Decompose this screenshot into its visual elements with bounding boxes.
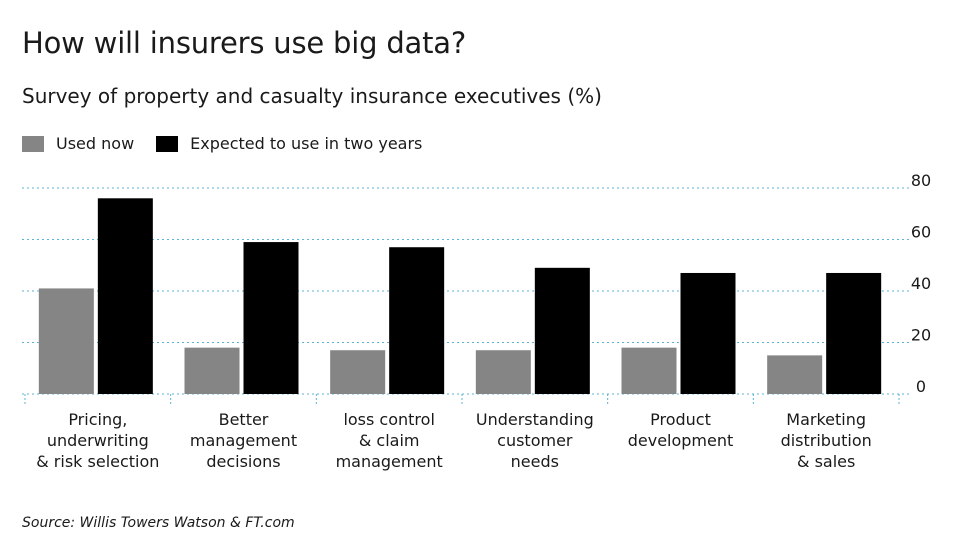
legend: Used now Expected to use in two years	[22, 134, 444, 153]
x-category-label: Pricing, underwriting & risk selection	[36, 410, 159, 471]
legend-swatch-used-now	[22, 135, 44, 152]
x-category-label-line: Marketing	[786, 410, 866, 429]
bar-expected	[680, 272, 736, 394]
x-category-label-line: Product	[650, 410, 711, 429]
x-category-label-line: & risk selection	[36, 452, 159, 471]
x-category-label-line: development	[628, 431, 734, 450]
x-category-label: Marketing distribution & sales	[781, 410, 872, 471]
bar-used-now	[621, 347, 677, 394]
x-category-label-line: & claim	[359, 431, 420, 450]
bar-expected	[534, 267, 590, 394]
x-category-label-line: distribution	[781, 431, 872, 450]
y-tick-label: 20	[911, 326, 931, 345]
x-category-label-line: Understanding	[476, 410, 594, 429]
bar-expected	[389, 247, 445, 394]
y-tick-label: 60	[911, 223, 931, 242]
legend-item-expected: Expected to use in two years	[156, 134, 422, 153]
bar-used-now	[330, 350, 386, 394]
x-category-label-line: customer	[497, 431, 573, 450]
bar-used-now	[184, 347, 240, 394]
chart-title: How will insurers use big data?	[22, 26, 467, 60]
legend-label-used-now: Used now	[56, 134, 135, 153]
legend-label-expected: Expected to use in two years	[190, 134, 423, 153]
source-note: Source: Willis Towers Watson & FT.com	[22, 515, 295, 531]
x-category-label: Product development	[628, 410, 734, 450]
x-category-label-line: management	[190, 431, 297, 450]
y-tick-label: 80	[911, 171, 931, 190]
x-category-label-line: & sales	[797, 452, 855, 471]
bar-used-now	[475, 350, 531, 394]
y-tick-label: 40	[911, 274, 931, 293]
x-category-label-line: loss control	[343, 410, 434, 429]
y-tick-label: 0	[916, 377, 926, 396]
bar-expected	[826, 272, 882, 394]
x-category-label-line: Better	[219, 410, 269, 429]
x-category-label-line: Pricing,	[68, 410, 127, 429]
legend-item-used-now: Used now	[22, 134, 134, 153]
bar-expected	[97, 198, 153, 394]
x-category-label: loss control & claim management	[336, 410, 443, 471]
bar-expected	[243, 242, 299, 394]
bar-used-now	[767, 355, 823, 394]
x-category-label-line: underwriting	[47, 431, 149, 450]
x-category-label-line: decisions	[206, 452, 280, 471]
bar-used-now	[38, 288, 94, 394]
x-category-label-line: needs	[511, 452, 559, 471]
chart-subtitle: Survey of property and casualty insuranc…	[22, 84, 602, 108]
legend-swatch-expected	[156, 135, 179, 152]
x-category-label-line: management	[336, 452, 443, 471]
x-category-label: Better management decisions	[190, 410, 297, 471]
x-category-label: Understanding customer needs	[476, 410, 594, 471]
